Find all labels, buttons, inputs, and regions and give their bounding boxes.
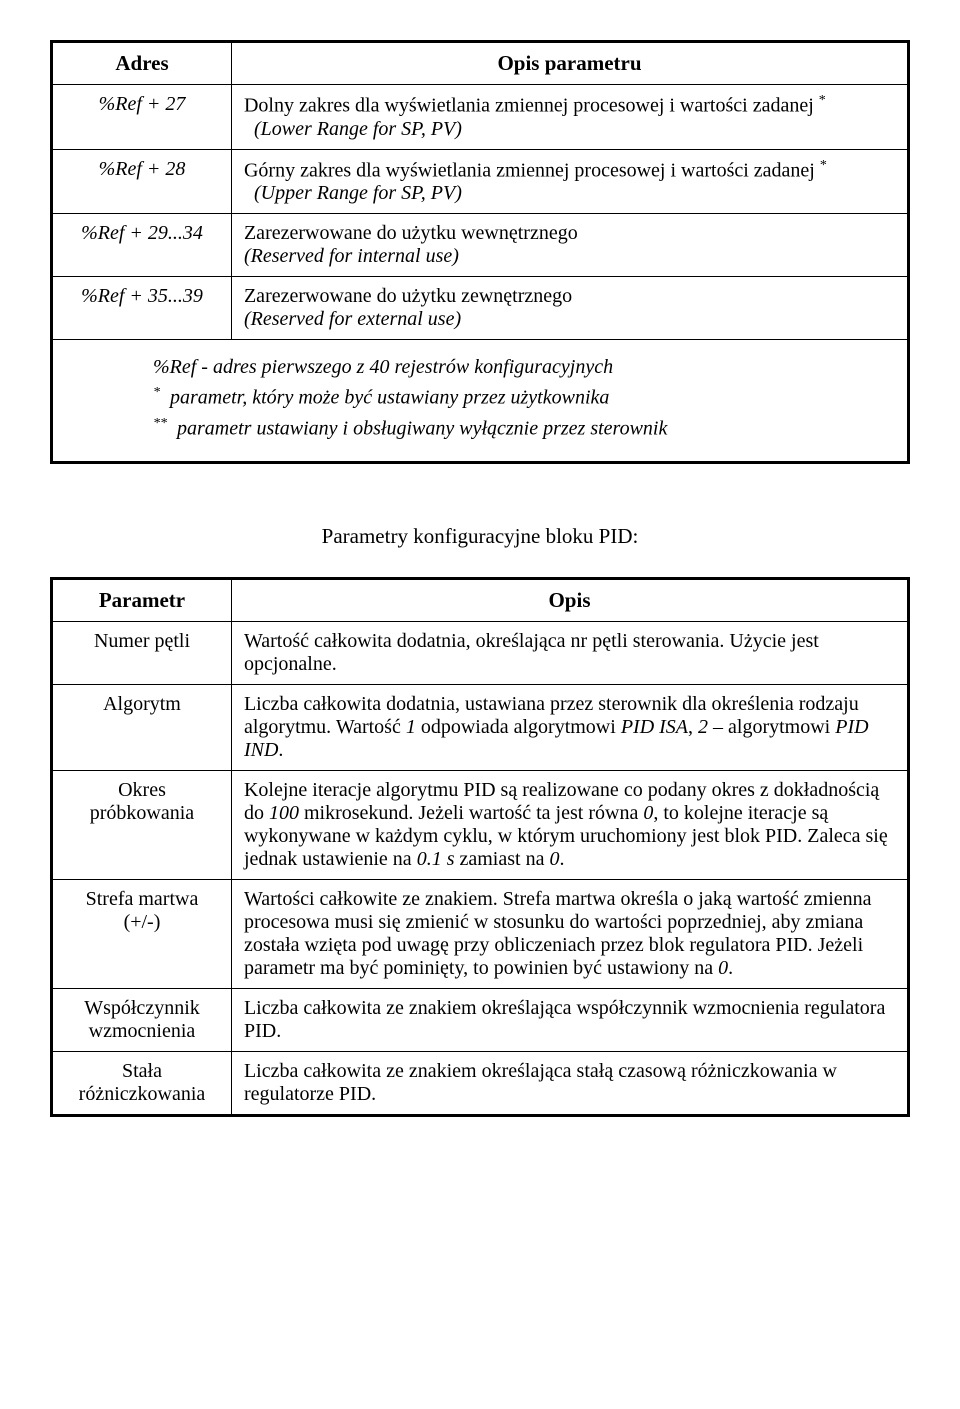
table-row: Strefa martwa (+/-) Wartości całkowite z… <box>52 879 909 988</box>
table-row: Stała różniczkowania Liczba całkowita ze… <box>52 1051 909 1115</box>
desc-text: . <box>278 739 283 761</box>
desc-cell: Zarezerwowane do użytku wewnętrznego (Re… <box>231 214 908 277</box>
desc-cell: Dolny zakres dla wyświetlania zmiennej p… <box>231 85 908 150</box>
desc-ital: 1 <box>406 716 416 738</box>
footnote-cell: %Ref - adres pierwszego z 40 rejestrów k… <box>52 340 909 462</box>
desc-text: . <box>559 848 564 870</box>
desc-text: Wartości całkowite ze znakiem. Strefa ma… <box>244 888 872 979</box>
table-row: Numer pętli Wartość całkowita dodatnia, … <box>52 621 909 684</box>
table-row: %Ref + 28 Górny zakres dla wyświetlania … <box>52 149 909 214</box>
desc-ital: 0 <box>718 957 728 979</box>
footnote-line: %Ref - adres pierwszego z 40 rejestrów k… <box>153 356 893 379</box>
addr-header: Adres <box>52 42 232 85</box>
param-cell: Strefa martwa (+/-) <box>52 879 232 988</box>
section-title: Parametry konfiguracyjne bloku PID: <box>50 524 910 549</box>
desc-ital: 0.1 s <box>417 848 455 870</box>
desc-en: (Reserved for internal use) <box>244 245 459 267</box>
desc-ital: PID ISA <box>621 716 688 738</box>
desc-text: . <box>728 957 733 979</box>
addr-cell: %Ref + 29...34 <box>52 214 232 277</box>
desc-pl: Górny zakres dla wyświetlania zmiennej p… <box>244 159 815 181</box>
desc-text: zamiast na <box>454 848 549 870</box>
desc-en: (Reserved for external use) <box>244 308 461 330</box>
desc-ital: 0 <box>549 848 559 870</box>
addr-cell: %Ref + 27 <box>52 85 232 150</box>
desc-cell: Wartość całkowita dodatnia, określająca … <box>231 621 908 684</box>
param-cell: Okres próbkowania <box>52 770 232 879</box>
desc-cell: Liczba całkowita ze znakiem określająca … <box>231 1051 908 1115</box>
desc-text: odpowiada algorytmowi <box>416 716 621 738</box>
footnote-row: %Ref - adres pierwszego z 40 rejestrów k… <box>52 340 909 462</box>
desc-cell: Zarezerwowane do użytku zewnętrznego (Re… <box>231 277 908 340</box>
desc-header: Opis <box>231 578 908 621</box>
desc-en: (Lower Range for SP, PV) <box>254 118 462 140</box>
desc-pl: Zarezerwowane do użytku zewnętrznego <box>244 285 572 307</box>
footnote-text: parametr, który może być ustawiany przez… <box>170 387 609 409</box>
table-row: Współczynnik wzmocnienia Liczba całkowit… <box>52 988 909 1051</box>
desc-pl: Dolny zakres dla wyświetlania zmiennej p… <box>244 95 814 117</box>
param-cell: Algorytm <box>52 684 232 770</box>
param-cell: Numer pętli <box>52 621 232 684</box>
desc-en: (Upper Range for SP, PV) <box>254 182 462 204</box>
desc-pl: Zarezerwowane do użytku wewnętrznego <box>244 222 578 244</box>
footnote-mark: * <box>819 93 826 108</box>
param-header: Parametr <box>52 578 232 621</box>
address-table: Adres Opis parametru %Ref + 27 Dolny zak… <box>50 40 910 464</box>
param-cell: Współczynnik wzmocnienia <box>52 988 232 1051</box>
table-row: %Ref + 27 Dolny zakres dla wyświetlania … <box>52 85 909 150</box>
desc-ital: 0 <box>643 802 653 824</box>
footnote-line: ** parametr ustawiany i obsługiwany wyłą… <box>153 416 893 441</box>
desc-text: , <box>688 716 698 738</box>
desc-cell: Wartości całkowite ze znakiem. Strefa ma… <box>231 879 908 988</box>
table-row: Algorytm Liczba całkowita dodatnia, usta… <box>52 684 909 770</box>
desc-text: – algorytmowi <box>708 716 835 738</box>
desc-cell: Liczba całkowita ze znakiem określająca … <box>231 988 908 1051</box>
param-cell: Stała różniczkowania <box>52 1051 232 1115</box>
addr-cell: %Ref + 28 <box>52 149 232 214</box>
desc-text: mikrosekund. Jeżeli wartość ta jest równ… <box>299 802 643 824</box>
desc-cell: Górny zakres dla wyświetlania zmiennej p… <box>231 149 908 214</box>
footnote-mark: ** <box>153 416 167 431</box>
table-row: %Ref + 29...34 Zarezerwowane do użytku w… <box>52 214 909 277</box>
desc-cell: Liczba całkowita dodatnia, ustawiana prz… <box>231 684 908 770</box>
table-row: Okres próbkowania Kolejne iteracje algor… <box>52 770 909 879</box>
footnote-mark: * <box>153 385 160 400</box>
footnote-line: * parametr, który może być ustawiany prz… <box>153 385 893 410</box>
table-row: %Ref + 35...39 Zarezerwowane do użytku z… <box>52 277 909 340</box>
desc-ital: 2 <box>698 716 708 738</box>
addr-cell: %Ref + 35...39 <box>52 277 232 340</box>
desc-ital: 100 <box>269 802 299 824</box>
footnote-mark: * <box>820 158 827 173</box>
desc-cell: Kolejne iteracje algorytmu PID są realiz… <box>231 770 908 879</box>
param-table: Parametr Opis Numer pętli Wartość całkow… <box>50 577 910 1117</box>
footnote-text: parametr ustawiany i obsługiwany wyłączn… <box>177 418 667 440</box>
desc-header: Opis parametru <box>231 42 908 85</box>
